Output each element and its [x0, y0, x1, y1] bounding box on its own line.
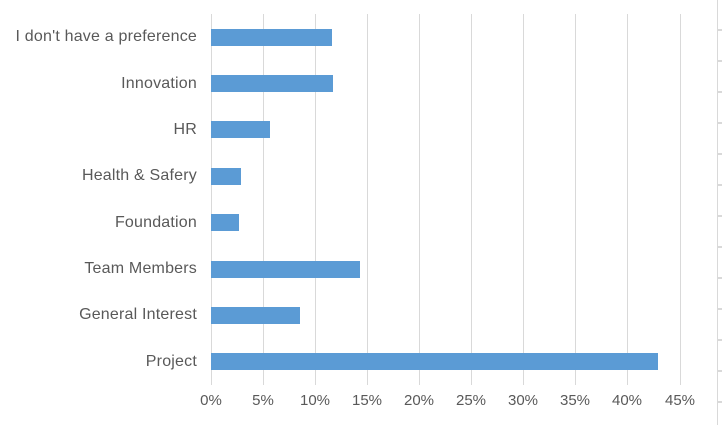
gridline: [315, 14, 316, 385]
bar[interactable]: [211, 75, 333, 92]
bar[interactable]: [211, 121, 270, 138]
category-label: General Interest: [79, 306, 197, 324]
x-tick-label: 5%: [252, 392, 274, 409]
category-label: Project: [145, 352, 197, 370]
x-tick-label: 20%: [403, 392, 435, 409]
x-tick-label: 30%: [507, 392, 539, 409]
category-label: I don't have a preference: [15, 28, 197, 46]
x-tick-label: 40%: [611, 392, 643, 409]
x-tick-label: 45%: [664, 392, 696, 409]
bar[interactable]: [211, 307, 300, 324]
gridline: [523, 14, 524, 385]
gridline: [680, 14, 681, 385]
gridline: [627, 14, 628, 385]
category-label: Foundation: [114, 213, 197, 231]
bar[interactable]: [211, 353, 658, 370]
bar[interactable]: [211, 168, 241, 185]
bar[interactable]: [211, 214, 239, 231]
bar[interactable]: [211, 261, 360, 278]
gridline: [367, 14, 368, 385]
gridline: [471, 14, 472, 385]
gridline: [419, 14, 420, 385]
x-tick-label: 15%: [351, 392, 383, 409]
value-axis-line: [211, 14, 212, 385]
category-label: Team Members: [84, 260, 197, 278]
x-tick-label: 35%: [559, 392, 591, 409]
sheet-row-tick-marks: [717, 0, 722, 425]
category-label: Health & Safery: [81, 167, 197, 185]
category-label: Innovation: [121, 74, 197, 92]
x-tick-label: 0%: [200, 392, 222, 409]
bar[interactable]: [211, 29, 332, 46]
x-tick-label: 25%: [455, 392, 487, 409]
gridline: [575, 14, 576, 385]
category-label: HR: [173, 120, 197, 138]
x-tick-label: 10%: [299, 392, 331, 409]
gridline: [263, 14, 264, 385]
